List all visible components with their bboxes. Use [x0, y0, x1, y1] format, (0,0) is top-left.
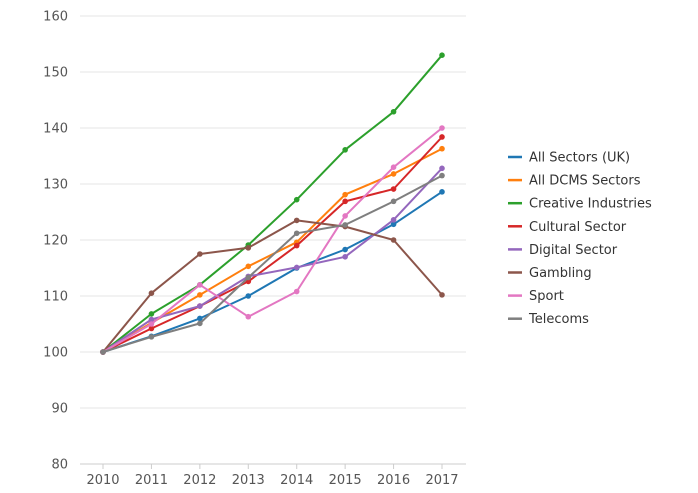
- legend: All Sectors (UK) All DCMS Sectors Creative…: [508, 151, 652, 327]
- data-point-sport[interactable]: [439, 125, 445, 131]
- x-tick-label: 2012: [183, 473, 216, 488]
- data-point-telecoms[interactable]: [245, 274, 252, 281]
- legend-label: Sport: [529, 289, 564, 304]
- series-all-sectors-uk: [100, 189, 445, 355]
- data-point-telecoms[interactable]: [439, 172, 445, 179]
- data-point-all-dcms-sectors[interactable]: [439, 145, 445, 152]
- data-point-telecoms[interactable]: [197, 320, 203, 327]
- y-tick-label: 130: [43, 178, 68, 193]
- data-point-all-dcms-sectors[interactable]: [245, 263, 252, 270]
- legend-item-creative-industries[interactable]: Creative Industries: [508, 197, 652, 212]
- data-point-sport[interactable]: [293, 288, 300, 295]
- data-point-creative-industries[interactable]: [342, 147, 348, 153]
- data-point-digital-sector[interactable]: [342, 253, 348, 260]
- data-point-gambling[interactable]: [390, 237, 397, 243]
- legend-item-sport[interactable]: Sport: [508, 289, 564, 304]
- series-line-telecoms: [102, 174, 443, 353]
- legend-label: All DCMS Sectors: [529, 174, 641, 189]
- data-point-digital-sector[interactable]: [197, 303, 203, 309]
- data-point-cultural-sector[interactable]: [293, 242, 300, 249]
- data-point-sport[interactable]: [390, 164, 397, 170]
- y-tick-label: 100: [43, 346, 68, 361]
- legend-item-telecoms[interactable]: Telecoms: [508, 312, 589, 327]
- data-point-digital-sector[interactable]: [439, 165, 445, 172]
- legend-label: Digital Sector: [529, 243, 618, 258]
- data-point-cultural-sector[interactable]: [439, 134, 445, 140]
- data-point-all-sectors-uk[interactable]: [342, 246, 348, 253]
- y-tick-label: 150: [43, 66, 68, 81]
- x-tick-label: 2016: [377, 473, 410, 488]
- plot-area: [100, 52, 445, 355]
- x-axis: 2010 2011 2012 2013 2014 2015 2016 2017: [86, 464, 459, 488]
- data-point-telecoms[interactable]: [148, 334, 155, 340]
- series-line-sport: [102, 127, 443, 353]
- x-tick-label: 2011: [135, 473, 168, 488]
- legend-label: Telecoms: [528, 312, 589, 327]
- data-point-sport[interactable]: [148, 321, 155, 327]
- data-point-gambling[interactable]: [148, 290, 155, 297]
- series-line-gambling: [102, 219, 443, 353]
- data-point-telecoms[interactable]: [100, 349, 106, 355]
- data-point-gambling[interactable]: [293, 217, 300, 224]
- y-tick-label: 110: [43, 290, 68, 305]
- data-point-all-dcms-sectors[interactable]: [197, 292, 203, 298]
- x-tick-label: 2015: [329, 473, 362, 488]
- series-line-cultural-sector: [102, 136, 443, 353]
- y-tick-label: 90: [51, 402, 68, 417]
- data-point-all-sectors-uk[interactable]: [245, 293, 252, 299]
- series-telecoms: [100, 172, 445, 355]
- data-point-all-dcms-sectors[interactable]: [342, 191, 348, 198]
- series-line-creative-industries: [102, 54, 443, 353]
- data-point-sport[interactable]: [342, 213, 348, 219]
- data-point-sport[interactable]: [197, 282, 203, 288]
- y-tick-label: 160: [43, 10, 68, 25]
- data-point-gambling[interactable]: [439, 292, 445, 298]
- data-point-cultural-sector[interactable]: [148, 325, 155, 332]
- data-point-cultural-sector[interactable]: [342, 198, 348, 205]
- data-point-creative-industries[interactable]: [293, 196, 300, 203]
- legend-item-all-dcms-sectors[interactable]: All DCMS Sectors: [508, 174, 641, 189]
- data-point-creative-industries[interactable]: [439, 52, 445, 58]
- data-point-gambling[interactable]: [245, 245, 252, 251]
- legend-item-cultural-sector[interactable]: Cultural Sector: [508, 220, 627, 235]
- legend-label: All Sectors (UK): [529, 151, 630, 166]
- data-point-creative-industries[interactable]: [390, 108, 397, 115]
- gridlines: [80, 15, 466, 465]
- data-point-telecoms[interactable]: [342, 222, 348, 228]
- series-line-all-sectors-uk: [102, 190, 443, 353]
- legend-item-digital-sector[interactable]: Digital Sector: [508, 243, 618, 258]
- legend-label: Creative Industries: [529, 197, 652, 212]
- legend-item-gambling[interactable]: Gambling: [508, 266, 592, 281]
- x-tick-label: 2014: [280, 473, 313, 488]
- data-point-digital-sector[interactable]: [390, 217, 397, 223]
- y-tick-label: 80: [51, 458, 68, 473]
- data-point-cultural-sector[interactable]: [390, 186, 397, 192]
- data-point-digital-sector[interactable]: [293, 264, 300, 271]
- x-tick-label: 2010: [86, 473, 119, 488]
- legend-label: Gambling: [529, 266, 592, 281]
- data-point-all-sectors-uk[interactable]: [390, 221, 397, 228]
- y-axis: 80 90 100 110 120 130 140 150 160: [43, 10, 68, 473]
- data-point-telecoms[interactable]: [390, 198, 397, 205]
- x-tick-label: 2017: [425, 473, 458, 488]
- legend-label: Cultural Sector: [529, 220, 627, 235]
- x-tick-label: 2013: [232, 473, 265, 488]
- data-point-telecoms[interactable]: [293, 230, 300, 237]
- data-point-all-dcms-sectors[interactable]: [390, 171, 397, 177]
- data-point-all-sectors-uk[interactable]: [439, 189, 445, 195]
- data-point-all-sectors-uk[interactable]: [197, 315, 203, 322]
- y-tick-label: 120: [43, 234, 68, 249]
- data-point-creative-industries[interactable]: [148, 311, 155, 317]
- y-tick-label: 140: [43, 122, 68, 137]
- data-point-digital-sector[interactable]: [148, 316, 155, 323]
- legend-item-all-sectors-uk[interactable]: All Sectors (UK): [508, 151, 630, 166]
- data-point-sport[interactable]: [245, 313, 252, 320]
- data-point-gambling[interactable]: [197, 251, 203, 257]
